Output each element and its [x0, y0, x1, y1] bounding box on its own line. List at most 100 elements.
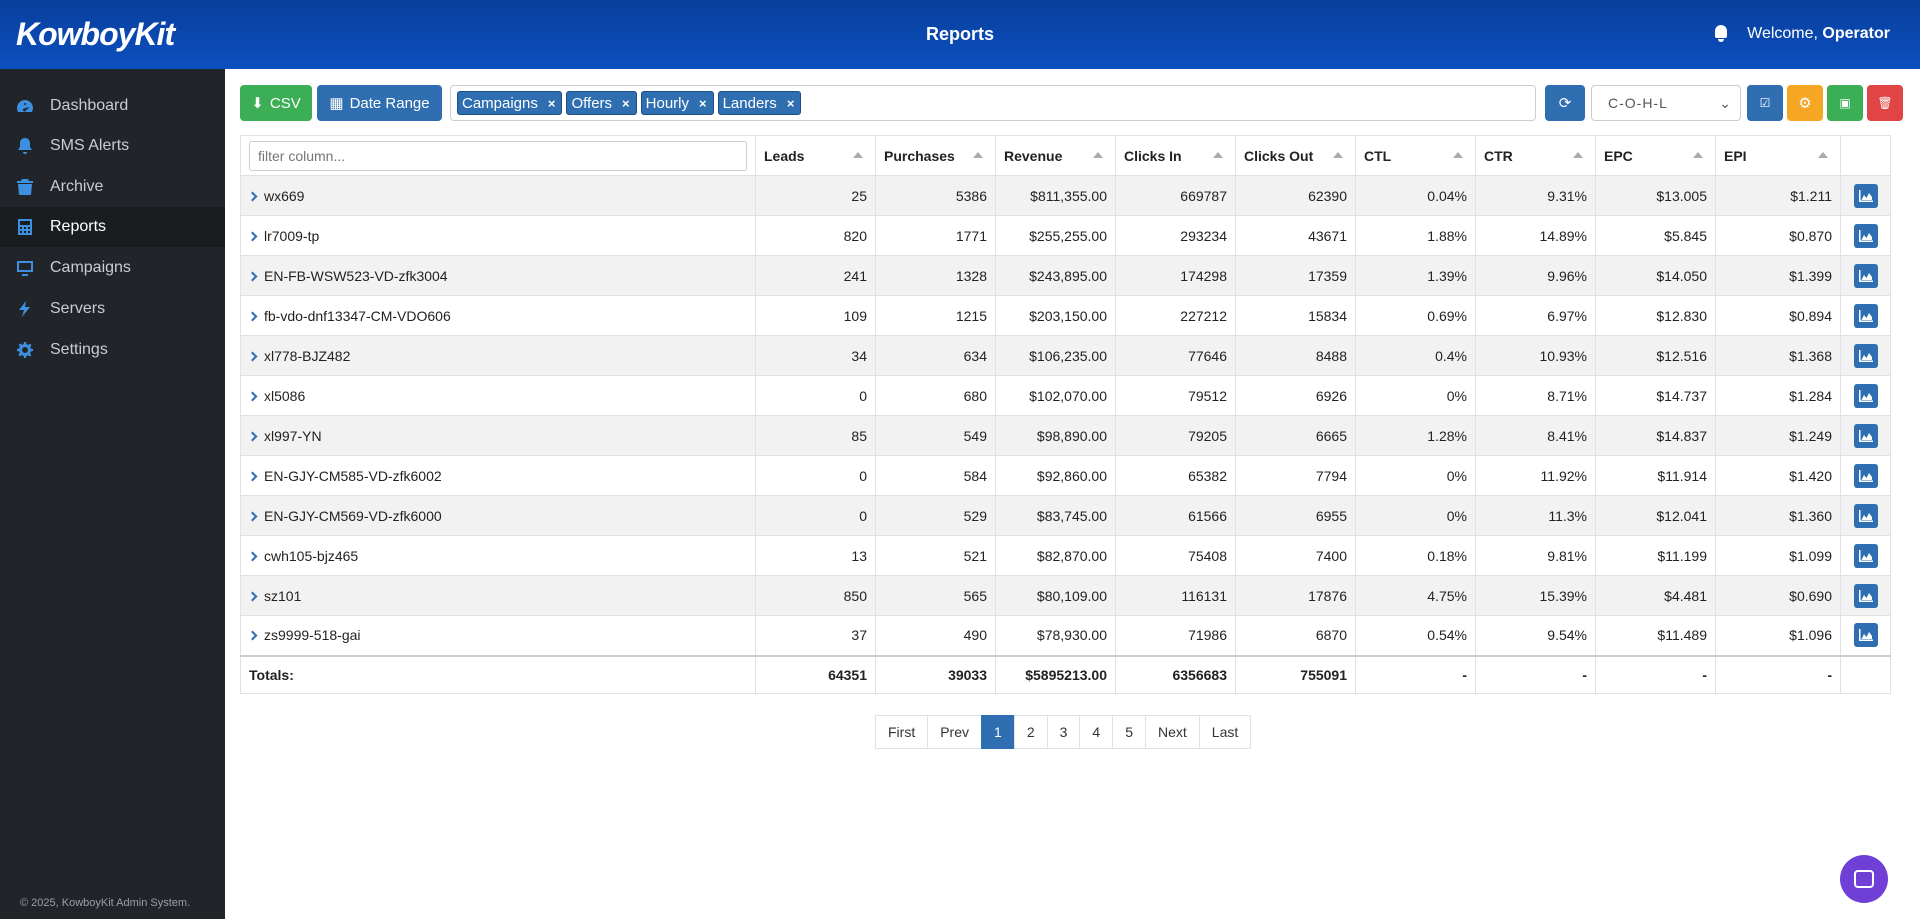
column-header-epi[interactable]: EPI	[1715, 135, 1841, 176]
row-name-cell[interactable]: xl997-YN	[240, 415, 756, 456]
column-header-clicks-out[interactable]: Clicks Out	[1235, 135, 1356, 176]
chart-button[interactable]	[1853, 423, 1878, 448]
page-link-first[interactable]: First	[875, 715, 929, 749]
column-header-ctr[interactable]: CTR	[1475, 135, 1596, 176]
column-header-epc[interactable]: EPC	[1595, 135, 1716, 176]
row-name-cell[interactable]: zs9999-518-gai	[240, 615, 756, 656]
remove-tag-icon[interactable]: ×	[699, 95, 707, 111]
column-header-leads[interactable]: Leads	[755, 135, 876, 176]
page-link-prev[interactable]: Prev	[927, 715, 983, 749]
save-button[interactable]: ▣	[1827, 85, 1863, 121]
chevron-right-icon[interactable]	[247, 630, 258, 641]
table-row: wx669 25 5386 $811,355.00 669787 62390 0.04% 9.…	[240, 175, 1891, 216]
column-header-purchases[interactable]: Purchases	[875, 135, 996, 176]
chevron-right-icon[interactable]	[247, 271, 258, 281]
cell-value: 0.69%	[1427, 307, 1467, 324]
row-name-cell[interactable]: wx669	[240, 175, 756, 216]
chevron-right-icon[interactable]	[247, 551, 258, 561]
chevron-right-icon[interactable]	[247, 351, 258, 361]
chart-button[interactable]	[1853, 183, 1878, 208]
delete-button[interactable]: 🗑	[1867, 85, 1903, 121]
chat-icon	[1854, 870, 1874, 888]
tag-input[interactable]: Campaigns × Offers × Hourly × Landers ×	[450, 85, 1536, 121]
chevron-right-icon[interactable]	[247, 471, 258, 481]
cell-leads: 0	[755, 375, 876, 416]
sidebar-item-sms-alerts[interactable]: SMS Alerts	[0, 126, 225, 166]
row-name-cell[interactable]: xl778-BJZ482	[240, 335, 756, 376]
sidebar-item-settings[interactable]: Settings	[0, 330, 225, 370]
csv-button[interactable]: ⬇ CSV	[240, 85, 312, 121]
page-link-1[interactable]: 1	[981, 715, 1015, 749]
chart-button[interactable]	[1853, 343, 1878, 368]
page-link-next[interactable]: Next	[1145, 715, 1200, 749]
logo[interactable]: KowboyKit	[16, 16, 175, 52]
chevron-right-icon[interactable]	[247, 231, 258, 241]
chart-button[interactable]	[1853, 463, 1878, 488]
select-all-button[interactable]: ☑	[1747, 85, 1783, 121]
row-name-cell[interactable]: lr7009-tp	[240, 215, 756, 256]
sort-icon[interactable]	[1693, 152, 1703, 158]
sort-icon[interactable]	[1818, 152, 1828, 158]
chevron-right-icon[interactable]	[247, 391, 258, 401]
sidebar-item-archive[interactable]: Archive	[0, 167, 225, 207]
page-link-3[interactable]: 3	[1046, 715, 1081, 749]
date-range-button[interactable]: ▦ Date Range	[317, 85, 442, 121]
row-name-cell[interactable]: EN-GJY-CM569-VD-zfk6000	[240, 495, 756, 536]
sidebar-item-servers[interactable]: Servers	[0, 289, 225, 329]
sidebar-item-campaigns[interactable]: Campaigns	[0, 248, 225, 288]
sort-icon[interactable]	[1093, 152, 1103, 158]
settings-button[interactable]: ⚙	[1787, 85, 1823, 121]
cell-epc: $11.914	[1595, 455, 1716, 496]
page-link-4[interactable]: 4	[1079, 715, 1114, 749]
chevron-right-icon[interactable]	[247, 591, 258, 601]
row-name-cell[interactable]: sz101	[240, 575, 756, 616]
chart-button[interactable]	[1853, 303, 1878, 328]
page-link-2[interactable]: 2	[1013, 715, 1048, 749]
sort-icon[interactable]	[853, 152, 863, 158]
chart-button[interactable]	[1853, 383, 1878, 408]
refresh-button[interactable]: ⟳	[1545, 85, 1585, 121]
row-name-cell[interactable]: EN-GJY-CM585-VD-zfk6002	[240, 455, 756, 496]
sort-icon[interactable]	[973, 152, 983, 158]
cell-revenue: $106,235.00	[995, 335, 1116, 376]
filter-column-input[interactable]	[249, 140, 747, 171]
remove-tag-icon[interactable]: ×	[622, 95, 630, 111]
column-header-ctl[interactable]: CTL	[1355, 135, 1476, 176]
row-name-cell[interactable]: xl5086	[240, 375, 756, 416]
sort-icon[interactable]	[1333, 152, 1343, 158]
welcome-prefix: Welcome,	[1747, 25, 1823, 42]
row-name-cell[interactable]: fb-vdo-dnf13347-CM-VDO606	[240, 295, 756, 336]
chart-button[interactable]	[1853, 543, 1878, 568]
sort-icon[interactable]	[1213, 152, 1223, 158]
sidebar-item-reports[interactable]: Reports	[0, 207, 225, 247]
area-chart-icon	[1858, 309, 1873, 322]
chat-button[interactable]	[1840, 855, 1888, 903]
welcome-text[interactable]: Welcome, Operator	[1747, 25, 1890, 43]
chart-button[interactable]	[1853, 223, 1878, 248]
remove-tag-icon[interactable]: ×	[786, 95, 795, 111]
grouping-select[interactable]: C-O-H-L ⌄	[1591, 85, 1741, 121]
column-header-clicks-in[interactable]: Clicks In	[1115, 135, 1236, 176]
chevron-right-icon[interactable]	[247, 511, 258, 521]
chart-button[interactable]	[1853, 503, 1878, 528]
chevron-right-icon[interactable]	[247, 191, 258, 201]
remove-tag-icon[interactable]: ×	[547, 95, 556, 111]
totals-row: Totals: 64351 39033 $5895213.00 6356683 75509…	[240, 654, 1891, 694]
page-link-5[interactable]: 5	[1112, 715, 1146, 749]
page-link-last[interactable]: Last	[1198, 715, 1252, 749]
column-header-revenue[interactable]: Revenue	[995, 135, 1116, 176]
chevron-right-icon[interactable]	[247, 311, 258, 321]
chart-button[interactable]	[1853, 583, 1878, 608]
csv-label: CSV	[269, 94, 301, 112]
sidebar-item-dashboard[interactable]: Dashboard	[0, 86, 225, 126]
chart-button[interactable]	[1853, 623, 1878, 648]
sort-icon[interactable]	[1453, 152, 1463, 158]
table-header: Leads Purchases Revenue Clicks In Clicks Out…	[240, 135, 1891, 176]
sort-icon[interactable]	[1573, 152, 1583, 158]
bell-icon[interactable]	[1713, 25, 1729, 43]
cell-value: 0	[859, 467, 867, 484]
chart-button[interactable]	[1853, 263, 1878, 288]
row-name-cell[interactable]: EN-FB-WSW523-VD-zfk3004	[240, 255, 756, 296]
chevron-right-icon[interactable]	[247, 431, 258, 441]
row-name-cell[interactable]: cwh105-bjz465	[240, 535, 756, 576]
